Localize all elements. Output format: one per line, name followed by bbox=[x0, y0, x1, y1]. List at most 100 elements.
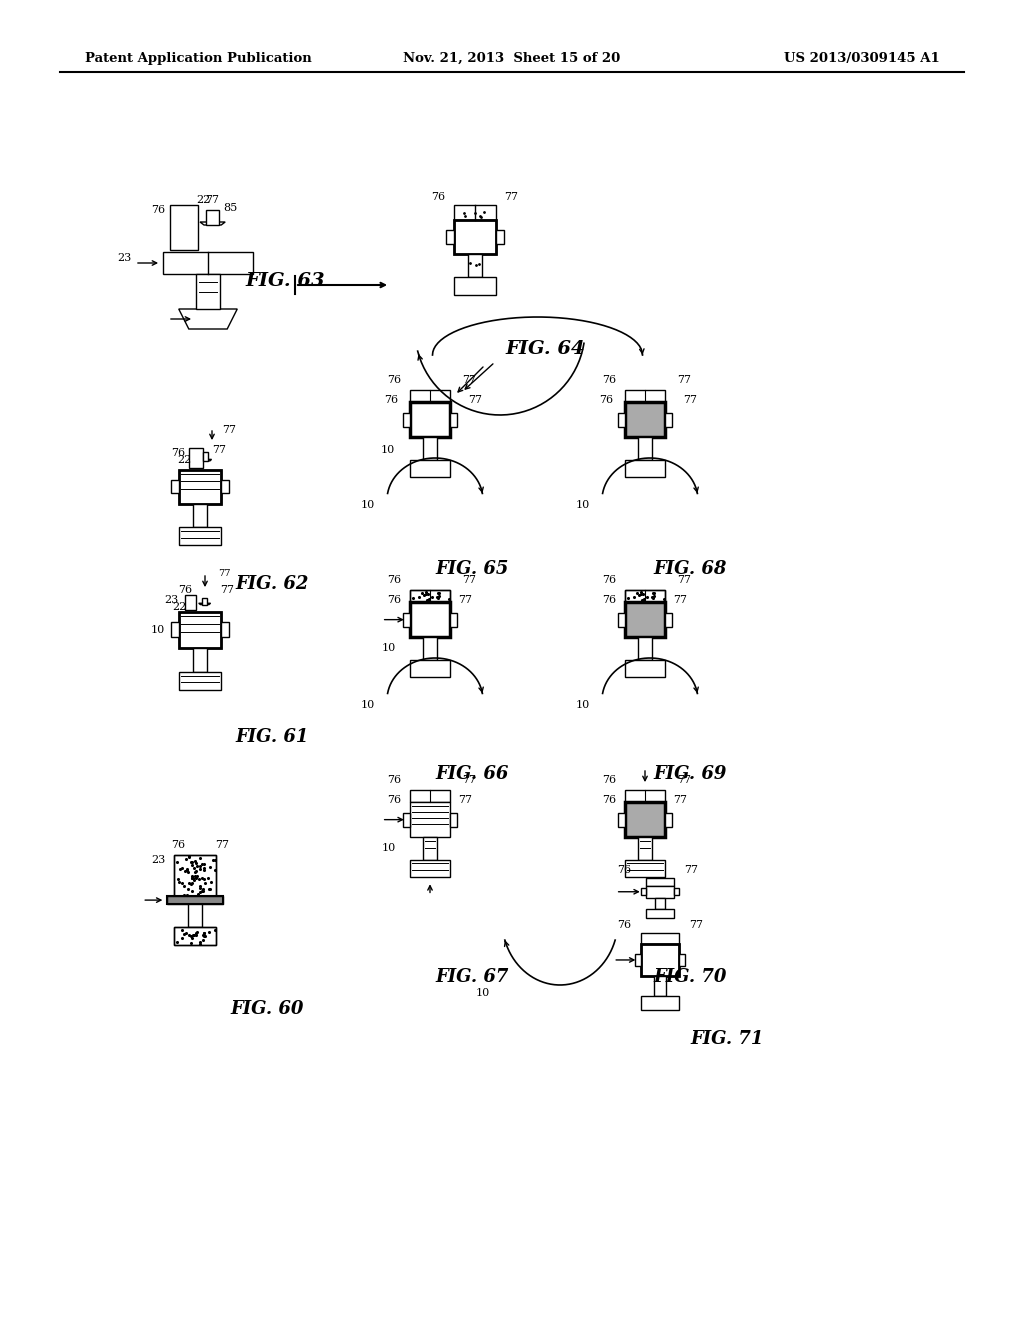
Polygon shape bbox=[200, 222, 225, 224]
Bar bbox=[625, 403, 666, 437]
Point bbox=[181, 873, 198, 894]
Point bbox=[431, 583, 447, 605]
Text: FIG. 69: FIG. 69 bbox=[653, 766, 726, 783]
Point bbox=[636, 587, 652, 609]
Bar bbox=[655, 898, 665, 908]
Bar bbox=[641, 888, 646, 895]
Point bbox=[620, 587, 636, 609]
Point bbox=[178, 923, 195, 944]
Point bbox=[186, 858, 203, 879]
Point bbox=[188, 923, 205, 944]
Point bbox=[187, 866, 204, 887]
Point bbox=[634, 589, 650, 610]
Bar bbox=[221, 480, 228, 494]
Text: 77: 77 bbox=[504, 191, 518, 202]
Bar bbox=[178, 611, 221, 648]
Point bbox=[191, 869, 208, 890]
Point bbox=[195, 924, 211, 945]
Text: 76: 76 bbox=[388, 375, 401, 385]
Point bbox=[196, 925, 212, 946]
Text: 23: 23 bbox=[164, 595, 178, 605]
Text: 77: 77 bbox=[683, 395, 697, 405]
Bar bbox=[410, 403, 451, 437]
Text: 76: 76 bbox=[388, 795, 401, 805]
Text: 77: 77 bbox=[677, 576, 691, 585]
Point bbox=[171, 858, 187, 879]
Point bbox=[180, 846, 197, 867]
Point bbox=[176, 875, 193, 896]
Text: Nov. 21, 2013  Sheet 15 of 20: Nov. 21, 2013 Sheet 15 of 20 bbox=[403, 51, 621, 65]
Point bbox=[424, 586, 440, 607]
Point bbox=[202, 879, 218, 900]
Text: FIG. 68: FIG. 68 bbox=[653, 560, 726, 578]
Bar bbox=[468, 255, 482, 277]
Text: 76: 76 bbox=[388, 595, 401, 605]
Bar bbox=[454, 219, 497, 255]
Bar bbox=[178, 527, 221, 545]
Point bbox=[196, 853, 212, 874]
Bar bbox=[646, 886, 674, 898]
Point bbox=[182, 925, 199, 946]
Point bbox=[644, 587, 660, 609]
Bar bbox=[638, 636, 652, 660]
Bar bbox=[679, 954, 685, 966]
Point bbox=[190, 884, 207, 906]
Bar bbox=[638, 837, 652, 861]
Point bbox=[627, 586, 643, 607]
Point bbox=[186, 924, 203, 945]
Point bbox=[194, 880, 210, 902]
Point bbox=[184, 924, 201, 945]
Point bbox=[180, 924, 197, 945]
Text: 10: 10 bbox=[382, 643, 395, 653]
Bar bbox=[163, 252, 253, 275]
Point bbox=[179, 878, 196, 899]
Point bbox=[183, 867, 200, 888]
Bar bbox=[666, 413, 673, 426]
Bar bbox=[402, 813, 410, 826]
Point bbox=[193, 932, 209, 953]
Point bbox=[646, 583, 663, 605]
Text: FIG. 60: FIG. 60 bbox=[230, 1001, 303, 1018]
Text: 22: 22 bbox=[172, 602, 186, 612]
Bar bbox=[410, 590, 451, 602]
Text: 23: 23 bbox=[117, 253, 131, 263]
Text: 76: 76 bbox=[171, 840, 185, 850]
Point bbox=[205, 850, 221, 871]
Bar bbox=[625, 602, 666, 636]
Point bbox=[414, 582, 430, 603]
Point bbox=[184, 866, 201, 887]
Point bbox=[191, 878, 208, 899]
Point bbox=[183, 867, 200, 888]
Text: 10: 10 bbox=[360, 500, 375, 510]
Point bbox=[174, 920, 190, 941]
Bar bbox=[617, 813, 625, 826]
Text: FIG. 63: FIG. 63 bbox=[245, 272, 325, 290]
Bar bbox=[410, 602, 451, 636]
Text: FIG. 64: FIG. 64 bbox=[505, 341, 585, 358]
Text: FIG. 65: FIG. 65 bbox=[435, 560, 508, 578]
Text: 76: 76 bbox=[388, 775, 401, 785]
Text: 76: 76 bbox=[602, 595, 616, 605]
Point bbox=[195, 854, 211, 875]
Point bbox=[184, 873, 201, 894]
Point bbox=[201, 878, 217, 899]
Point bbox=[195, 880, 211, 902]
Point bbox=[197, 873, 213, 894]
Text: FIG. 70: FIG. 70 bbox=[653, 968, 726, 986]
Bar bbox=[617, 612, 625, 627]
Bar bbox=[174, 927, 216, 945]
Bar bbox=[497, 231, 504, 243]
Text: 76: 76 bbox=[602, 795, 616, 805]
Bar bbox=[203, 451, 208, 461]
Bar bbox=[178, 672, 221, 690]
Point bbox=[170, 869, 186, 890]
Point bbox=[639, 586, 655, 607]
Point bbox=[191, 933, 208, 954]
Text: 77: 77 bbox=[212, 445, 226, 455]
Bar bbox=[174, 855, 216, 896]
Text: FIG. 66: FIG. 66 bbox=[435, 766, 508, 783]
Bar bbox=[170, 205, 198, 249]
Point bbox=[197, 869, 213, 890]
Point bbox=[207, 919, 223, 940]
Bar bbox=[410, 861, 451, 878]
